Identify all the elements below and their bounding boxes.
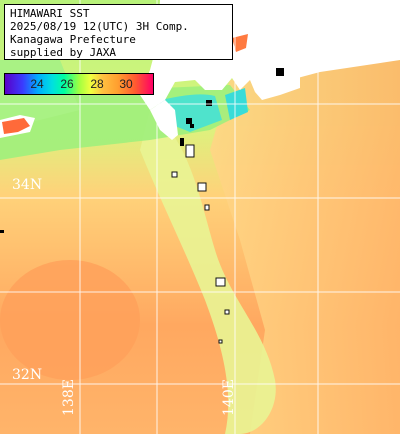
colorbar-tick: 28 xyxy=(90,77,104,91)
colorbar-tick: 24 xyxy=(30,77,44,91)
island-oshima xyxy=(185,144,195,158)
sst-colorbar: 24 26 28 30 xyxy=(4,73,154,95)
no-data-pixel xyxy=(0,230,4,233)
no-data-pixel xyxy=(190,124,194,128)
no-data-pixel xyxy=(276,68,284,76)
island-mikurajima xyxy=(224,309,230,315)
lat-label-32n: 32N xyxy=(12,367,43,383)
island-miyakejima xyxy=(215,277,226,287)
info-source: supplied by JAXA xyxy=(10,46,116,59)
coastal-warm-northeast xyxy=(232,34,248,52)
info-date: 2025/08/19 12(UTC) 3H Comp. xyxy=(10,20,189,33)
no-data-pixel xyxy=(206,100,212,106)
island-toshima xyxy=(171,171,178,178)
info-title: HIMAWARI SST xyxy=(10,7,90,20)
map-info-box: HIMAWARI SST 2025/08/19 12(UTC) 3H Comp.… xyxy=(4,4,233,60)
coastal-warm-west xyxy=(2,118,30,134)
no-data-pixel xyxy=(180,138,184,146)
colorbar-tick: 26 xyxy=(60,77,74,91)
lon-label-138e: 138E xyxy=(61,379,77,416)
lon-label-140e: 140E xyxy=(221,379,237,416)
colorbar-tick: 30 xyxy=(119,77,133,91)
island-small xyxy=(218,339,223,344)
boso-peninsula xyxy=(255,75,300,100)
lat-label-34n: 34N xyxy=(12,177,43,193)
southwest-warm-patch xyxy=(0,260,140,380)
info-region: Kanagawa Prefecture xyxy=(10,33,136,46)
no-data-pixel xyxy=(186,118,192,124)
island-niijima xyxy=(197,182,207,192)
cool-tongue xyxy=(140,110,276,434)
island-kozushima xyxy=(204,204,210,211)
east-warm-water xyxy=(210,60,400,434)
